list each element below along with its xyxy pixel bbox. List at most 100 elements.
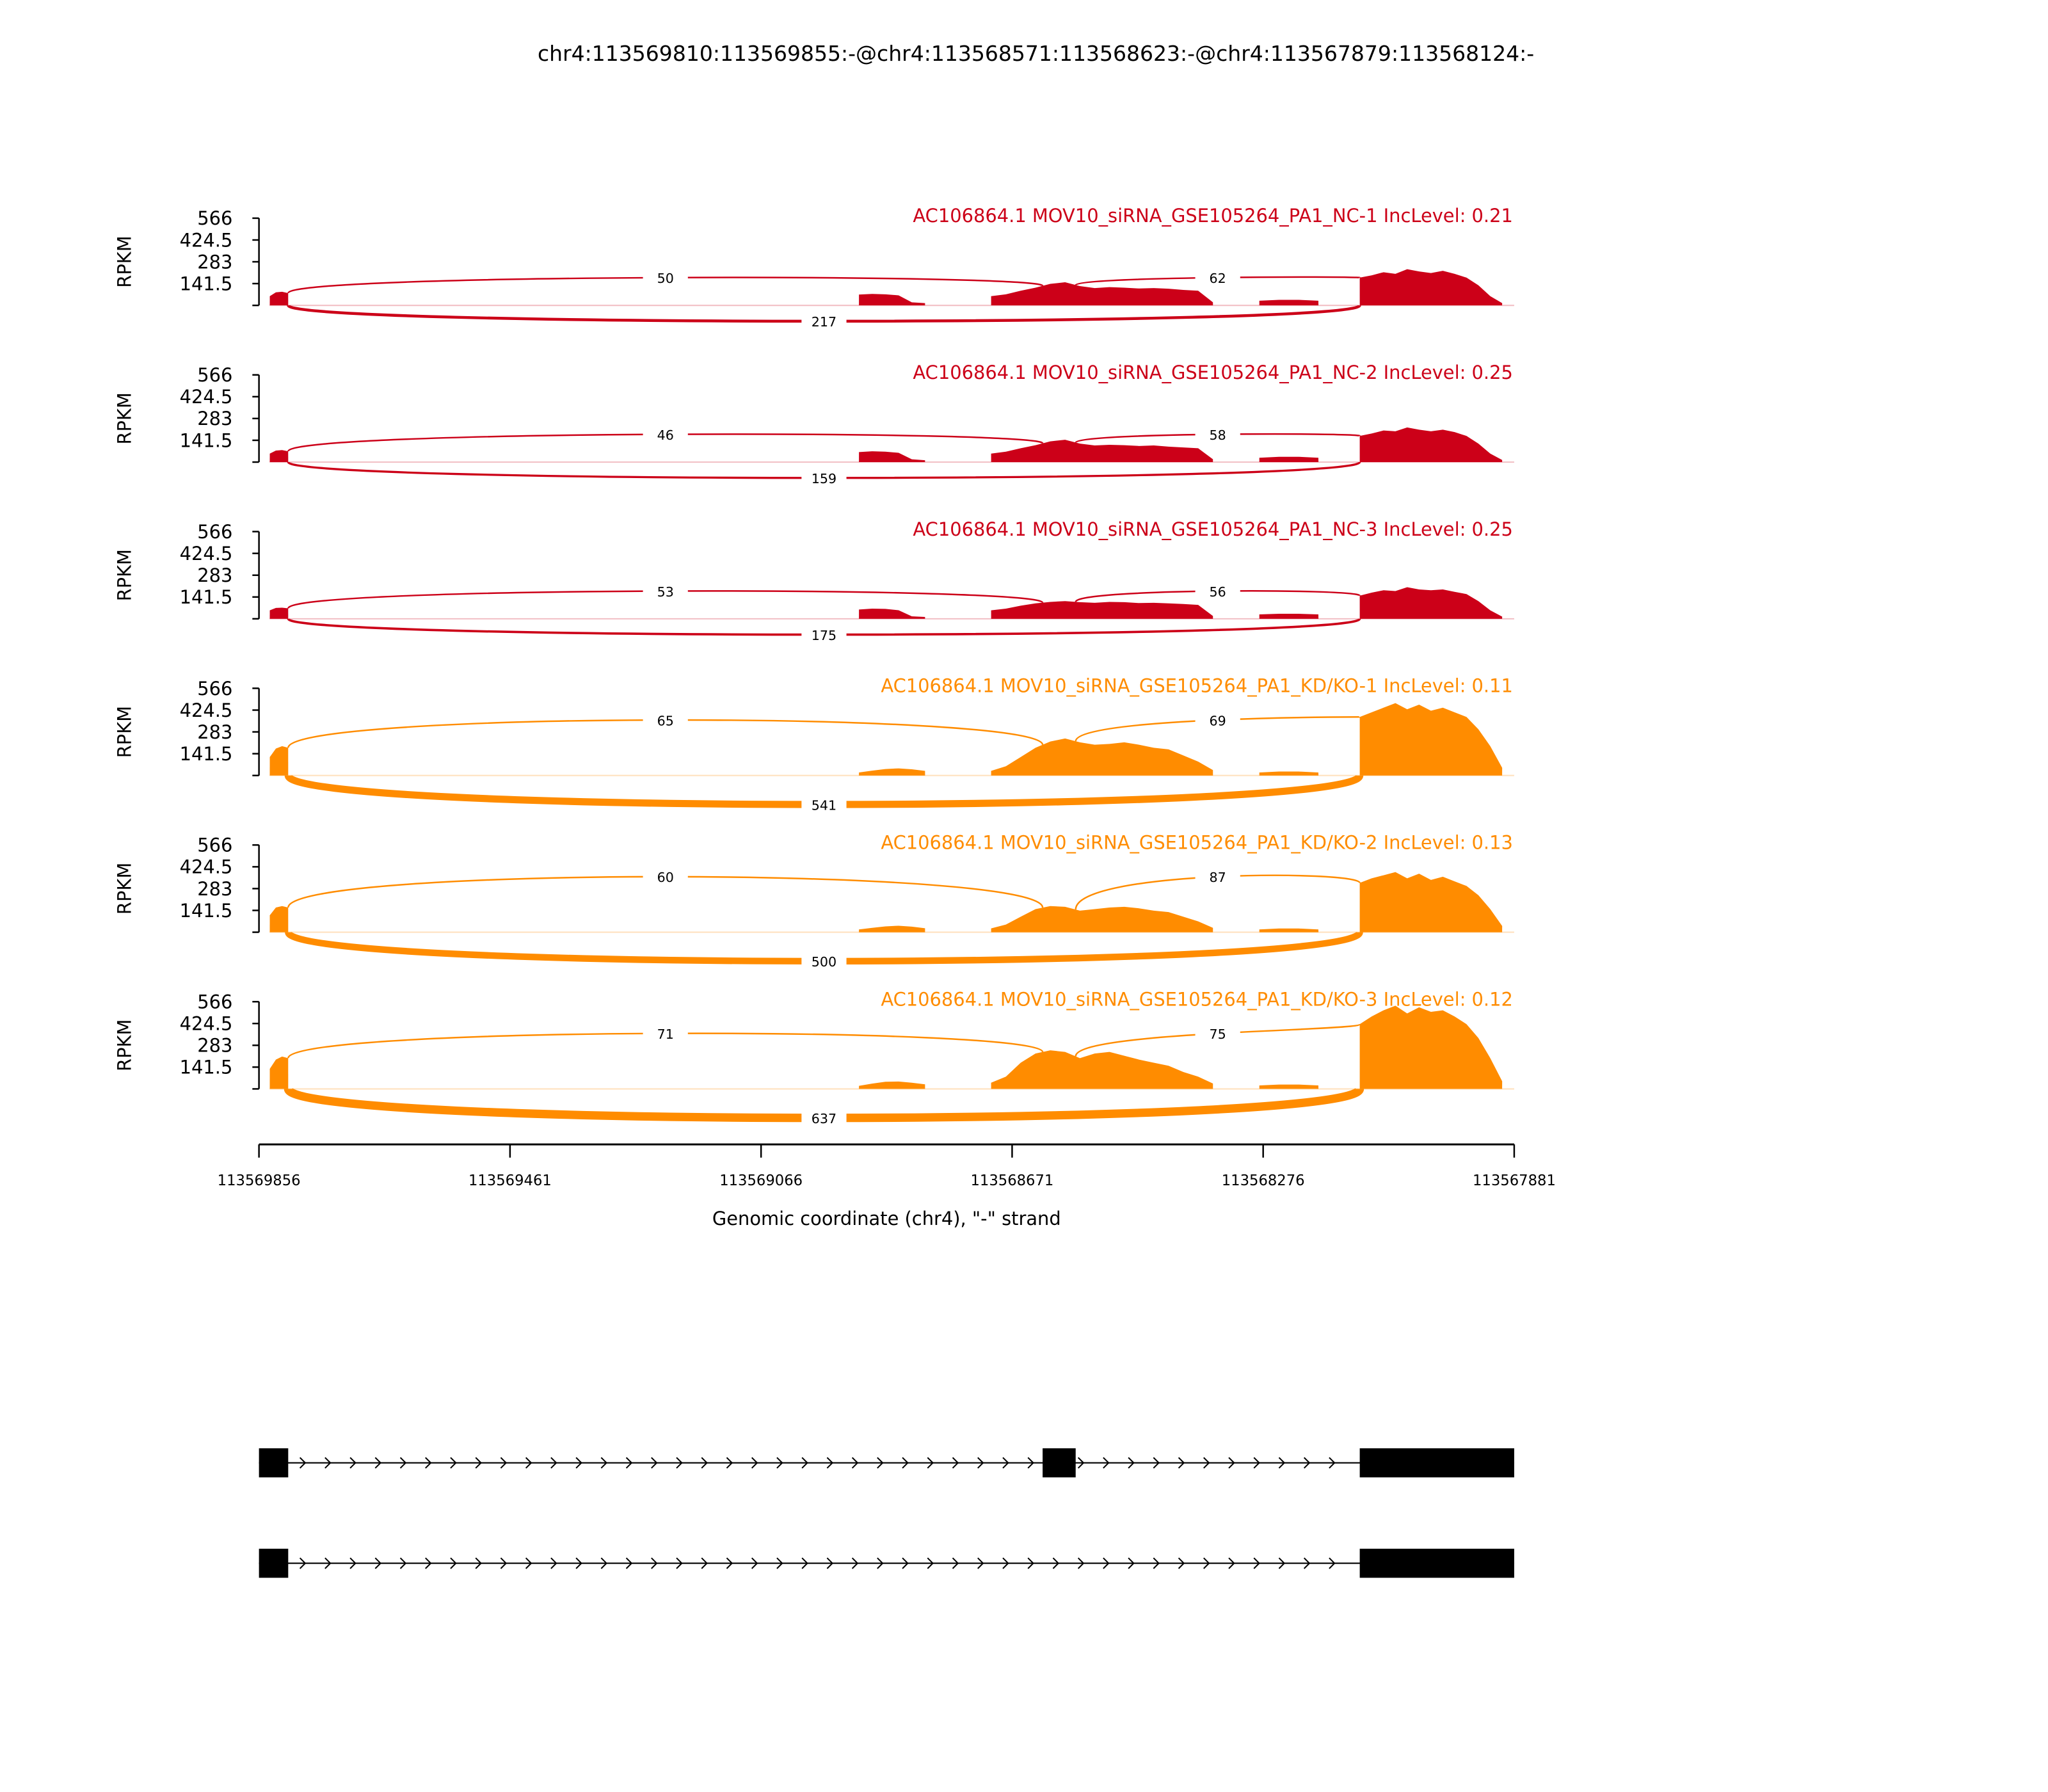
junction-label-bg	[1195, 424, 1240, 445]
strand-arrow-icon	[1278, 1557, 1286, 1569]
coverage-area	[991, 282, 1213, 306]
strand-arrow-icon	[877, 1457, 884, 1469]
sample-title: AC106864.1 MOV10_siRNA_GSE105264_PA1_KD/…	[881, 988, 1513, 1010]
y-axis-title: RPKM	[113, 863, 135, 915]
strand-arrow-icon	[751, 1457, 758, 1469]
strand-arrow-icon	[475, 1457, 482, 1469]
junction-label-bg	[643, 424, 688, 445]
strand-arrow-icon	[1303, 1457, 1311, 1469]
coverage-area	[1359, 269, 1503, 306]
junction-count-label: 87	[1210, 870, 1226, 885]
transcript-inclusion	[259, 1448, 1514, 1478]
sample-panel: AC106864.1 MOV10_siRNA_GSE105264_PA1_NC-…	[113, 362, 1514, 489]
junction-count-label: 60	[657, 870, 674, 885]
junction-label-bg	[1195, 267, 1240, 289]
strand-arrow-icon	[877, 1557, 884, 1569]
strand-arrow-icon	[1103, 1557, 1110, 1569]
junction-label-bg	[801, 310, 847, 332]
strand-arrow-icon	[324, 1457, 332, 1469]
coverage-area	[991, 906, 1213, 932]
junction-count-label: 541	[812, 797, 836, 813]
y-tick-label: 141.5	[180, 900, 233, 922]
sample-title: AC106864.1 MOV10_siRNA_GSE105264_PA1_KD/…	[881, 675, 1513, 697]
strand-arrow-icon	[1329, 1457, 1336, 1469]
x-tick-label: 113569461	[468, 1172, 552, 1189]
junction-count-label: 637	[812, 1111, 836, 1126]
junction-label-bg	[801, 467, 847, 489]
coverage-area	[1259, 300, 1319, 306]
coverage-area	[1359, 872, 1503, 932]
junction-count-label: 53	[657, 584, 674, 600]
x-tick-label: 113568671	[970, 1172, 1053, 1189]
gene-model	[259, 1448, 1514, 1578]
strand-arrow-icon	[1329, 1557, 1336, 1569]
x-tick-label: 113569856	[218, 1172, 301, 1189]
y-tick-label: 283	[197, 564, 232, 586]
junction-label-bg	[1195, 1023, 1240, 1044]
junction-count-label: 50	[657, 271, 674, 286]
strand-arrow-icon	[751, 1557, 758, 1569]
strand-arrow-icon	[575, 1457, 582, 1469]
y-axis-title: RPKM	[113, 549, 135, 601]
exon-block	[1043, 1448, 1076, 1478]
strand-arrow-icon	[374, 1557, 382, 1569]
strand-arrow-icon	[450, 1557, 457, 1569]
coverage-area	[859, 608, 925, 619]
strand-arrow-icon	[349, 1557, 356, 1569]
strand-arrow-icon	[902, 1557, 909, 1569]
sample-panel: AC106864.1 MOV10_siRNA_GSE105264_PA1_NC-…	[113, 205, 1514, 332]
strand-arrow-icon	[1228, 1457, 1235, 1469]
coverage-area	[991, 601, 1213, 619]
junction-count-label: 159	[812, 471, 836, 486]
junction-count-label: 56	[1210, 584, 1226, 600]
strand-arrow-icon	[1153, 1457, 1160, 1469]
strand-arrow-icon	[1303, 1557, 1311, 1569]
strand-arrow-icon	[349, 1457, 356, 1469]
strand-arrow-icon	[826, 1557, 834, 1569]
y-tick-label: 141.5	[180, 273, 233, 294]
strand-arrow-icon	[826, 1457, 834, 1469]
coverage-area	[859, 294, 925, 306]
y-tick-label: 283	[197, 721, 232, 743]
junction-label-bg	[1195, 709, 1240, 731]
strand-arrow-icon	[1077, 1557, 1085, 1569]
sample-panel: AC106864.1 MOV10_siRNA_GSE105264_PA1_KD/…	[113, 988, 1514, 1129]
strand-arrow-icon	[450, 1457, 457, 1469]
strand-arrow-icon	[1253, 1457, 1260, 1469]
sample-title: AC106864.1 MOV10_siRNA_GSE105264_PA1_NC-…	[913, 362, 1512, 383]
sample-title: AC106864.1 MOV10_siRNA_GSE105264_PA1_KD/…	[881, 832, 1513, 854]
coverage-area	[1359, 703, 1503, 776]
x-tick-label: 113567881	[1473, 1172, 1556, 1189]
strand-arrow-icon	[1228, 1557, 1235, 1569]
strand-arrow-icon	[550, 1557, 557, 1569]
strand-arrow-icon	[676, 1557, 683, 1569]
junction-count-label: 65	[657, 713, 674, 728]
junction-label-bg	[801, 950, 847, 972]
exon-block	[259, 1548, 289, 1578]
junction-label-bg	[643, 866, 688, 888]
strand-arrow-icon	[676, 1457, 683, 1469]
strand-arrow-icon	[525, 1557, 532, 1569]
strand-arrow-icon	[550, 1457, 557, 1469]
exon-block	[1359, 1448, 1514, 1478]
junction-label-bg	[643, 1023, 688, 1044]
coverage-area	[1359, 1005, 1503, 1089]
y-tick-label: 424.5	[180, 856, 233, 878]
strand-arrow-icon	[801, 1457, 808, 1469]
chart-title: chr4:113569810:113569855:-@chr4:11356857…	[538, 41, 1534, 66]
junction-label-bg	[1195, 580, 1240, 602]
strand-arrow-icon	[1203, 1557, 1210, 1569]
strand-arrow-icon	[425, 1557, 432, 1569]
exon-block	[259, 1448, 289, 1478]
junction-count-label: 500	[812, 954, 836, 970]
y-tick-label: 424.5	[180, 543, 233, 564]
strand-arrow-icon	[1178, 1457, 1185, 1469]
strand-arrow-icon	[1052, 1557, 1060, 1569]
y-tick-label: 424.5	[180, 1013, 233, 1035]
coverage-area	[269, 746, 289, 776]
sample-title: AC106864.1 MOV10_siRNA_GSE105264_PA1_NC-…	[913, 205, 1512, 227]
strand-arrow-icon	[575, 1557, 582, 1569]
strand-arrow-icon	[701, 1557, 708, 1569]
strand-arrow-icon	[625, 1457, 633, 1469]
strand-arrow-icon	[374, 1457, 382, 1469]
